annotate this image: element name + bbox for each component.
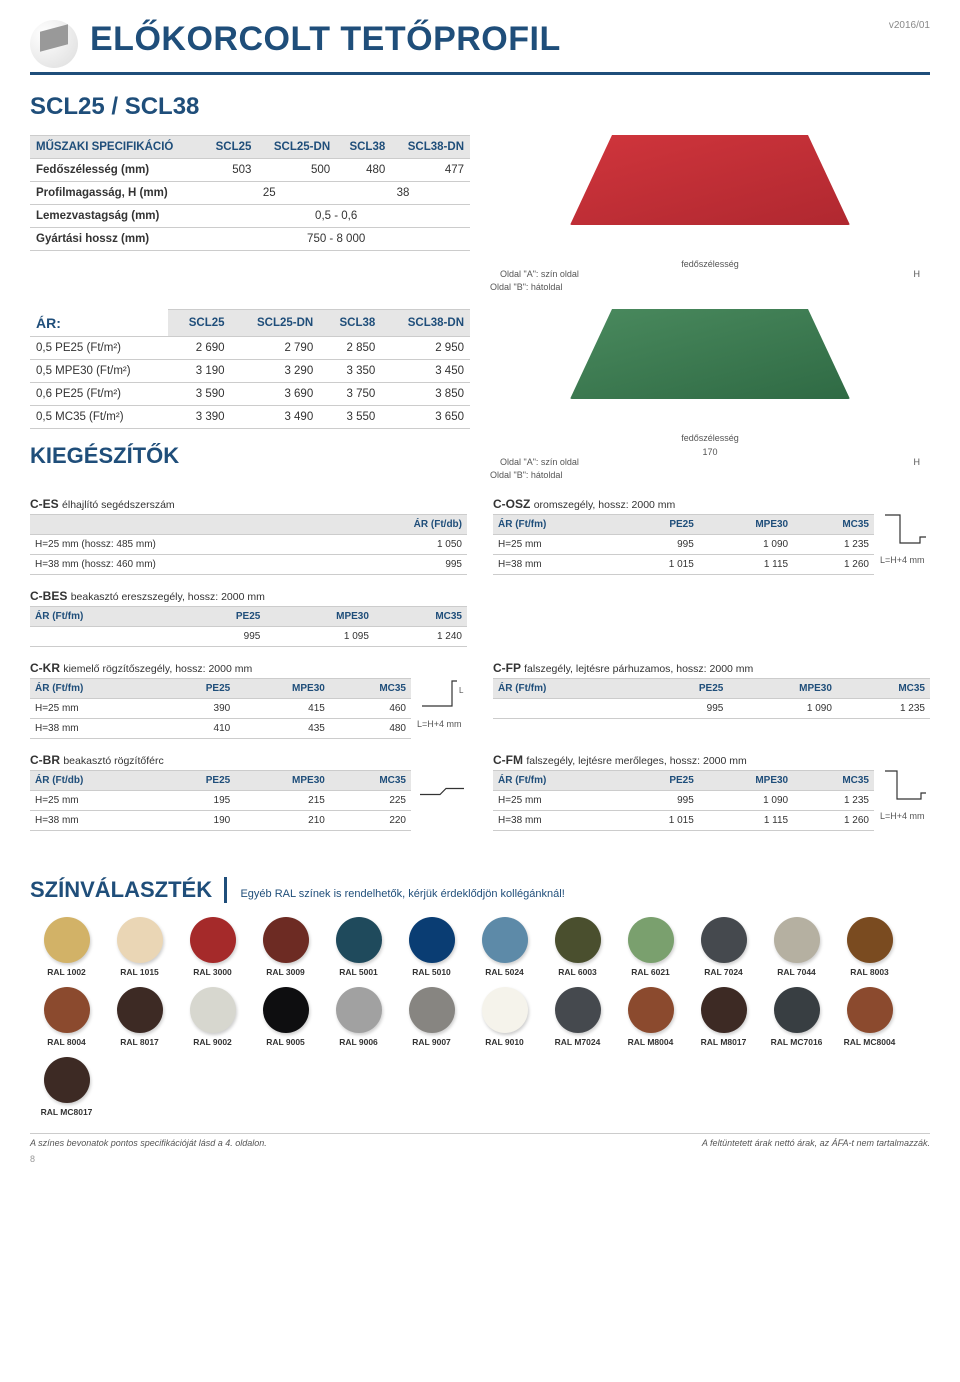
price-title: ÁR: bbox=[30, 310, 168, 337]
c-kr-table: ÁR (Ft/fm)PE25MPE30MC35H=25 mm390415460H… bbox=[30, 678, 411, 739]
colors-title: SZÍNVÁLASZTÉK bbox=[30, 877, 227, 903]
c-br-title: C-BR beakasztó rögzítőférc bbox=[30, 753, 411, 767]
color-swatch: RAL 1002 bbox=[30, 917, 103, 977]
footnote-left: A színes bevonatok pontos specifikációjá… bbox=[30, 1138, 267, 1148]
c-kr-title: C-KR kiemelő rögzítőszegély, hossz: 2000… bbox=[30, 661, 411, 675]
color-swatch: RAL 5001 bbox=[322, 917, 395, 977]
table-row: 0,6 PE25 (Ft/m²)3 5903 6903 7503 850 bbox=[30, 382, 470, 405]
page-number: 8 bbox=[30, 1154, 930, 1164]
table-row: Profilmagasság, H (mm)2538 bbox=[30, 182, 470, 205]
footnote-right: A feltüntetett árak nettó árak, az ÁFA-t… bbox=[702, 1138, 930, 1148]
color-swatch: RAL 5024 bbox=[468, 917, 541, 977]
version-tag: v2016/01 bbox=[889, 20, 930, 31]
color-swatch: RAL MC8004 bbox=[833, 987, 906, 1047]
svg-text:L: L bbox=[459, 686, 464, 695]
c-fm-title: C-FM falszegély, lejtésre merőleges, hos… bbox=[493, 753, 874, 767]
page-title: ELŐKORCOLT TETŐPROFIL bbox=[90, 20, 877, 59]
page-header: ELŐKORCOLT TETŐPROFIL v2016/01 bbox=[30, 20, 930, 75]
table-row: 0,5 MPE30 (Ft/m²)3 1903 2903 3503 450 bbox=[30, 359, 470, 382]
c-br-table: ÁR (Ft/db)PE25MPE30MC35H=25 mm195215225H… bbox=[30, 770, 411, 831]
profile-diagram-red bbox=[490, 135, 930, 255]
color-swatch: RAL 1015 bbox=[103, 917, 176, 977]
color-swatch: RAL M7024 bbox=[541, 987, 614, 1047]
color-swatch: RAL 6021 bbox=[614, 917, 687, 977]
color-swatch: RAL 6003 bbox=[541, 917, 614, 977]
colors-note: Egyéb RAL színek is rendelhetők, kérjük … bbox=[230, 888, 564, 900]
c-osz-table: ÁR (Ft/fm)PE25MPE30MC35H=25 mm9951 0901 … bbox=[493, 514, 874, 575]
color-swatch: RAL 5010 bbox=[395, 917, 468, 977]
c-fp-table: ÁR (Ft/fm)PE25MPE30MC359951 0901 235 bbox=[493, 678, 930, 719]
color-swatch: RAL MC8017 bbox=[30, 1057, 103, 1117]
spec-table: MŰSZAKI SPECIFIKÁCIÓ SCL25 SCL25-DN SCL3… bbox=[30, 135, 470, 251]
color-swatch: RAL 9005 bbox=[249, 987, 322, 1047]
product-icon bbox=[30, 20, 78, 68]
color-swatch: RAL 3009 bbox=[249, 917, 322, 977]
c-kr-profile-icon: L bbox=[417, 671, 467, 716]
table-row: Lemezvastagság (mm)0,5 - 0,6 bbox=[30, 205, 470, 228]
color-swatch: RAL 9007 bbox=[395, 987, 468, 1047]
color-swatch: RAL 8004 bbox=[30, 987, 103, 1047]
color-swatch: RAL 8017 bbox=[103, 987, 176, 1047]
color-swatch: RAL 9006 bbox=[322, 987, 395, 1047]
color-swatch: RAL 8003 bbox=[833, 917, 906, 977]
color-swatch: RAL MC7016 bbox=[760, 987, 833, 1047]
table-row: 0,5 MC35 (Ft/m²)3 3903 4903 5503 650 bbox=[30, 405, 470, 428]
price-table: ÁR: SCL25 SCL25-DN SCL38 SCL38-DN 0,5 PE… bbox=[30, 309, 470, 429]
table-row: 0,5 PE25 (Ft/m²)2 6902 7902 8502 950 bbox=[30, 336, 470, 359]
profile-diagram-green bbox=[490, 309, 930, 429]
c-es-table: ÁR (Ft/db) H=25 mm (hossz: 485 mm)1 050H… bbox=[30, 514, 467, 575]
accessories-title: KIEGÉSZÍTŐK bbox=[30, 443, 470, 469]
table-row: Fedőszélesség (mm)503500480477 bbox=[30, 159, 470, 182]
color-swatch: RAL 9002 bbox=[176, 987, 249, 1047]
c-fp-title: C-FP falszegély, lejtésre párhuzamos, ho… bbox=[493, 661, 930, 675]
color-swatch: RAL 9010 bbox=[468, 987, 541, 1047]
color-swatch: RAL 3000 bbox=[176, 917, 249, 977]
c-es-title: C-ES élhajlító segédszerszám bbox=[30, 497, 467, 511]
c-osz-profile-icon bbox=[880, 507, 930, 552]
c-br-profile-icon bbox=[417, 768, 467, 813]
spec-title: MŰSZAKI SPECIFIKÁCIÓ bbox=[30, 136, 202, 159]
subtitle: SCL25 / SCL38 bbox=[30, 93, 930, 121]
table-row: Gyártási hossz (mm)750 - 8 000 bbox=[30, 228, 470, 251]
c-osz-title: C-OSZ oromszegély, hossz: 2000 mm bbox=[493, 497, 874, 511]
c-bes-title: C-BES beakasztó ereszszegély, hossz: 200… bbox=[30, 589, 467, 603]
c-fm-table: ÁR (Ft/fm)PE25MPE30MC35H=25 mm9951 0901 … bbox=[493, 770, 874, 831]
color-swatch: RAL 7044 bbox=[760, 917, 833, 977]
color-swatch: RAL M8017 bbox=[687, 987, 760, 1047]
c-fm-profile-icon bbox=[880, 763, 930, 808]
color-swatch: RAL 7024 bbox=[687, 917, 760, 977]
color-swatches: RAL 1002RAL 1015RAL 3000RAL 3009RAL 5001… bbox=[30, 917, 930, 1127]
color-swatch: RAL M8004 bbox=[614, 987, 687, 1047]
c-bes-table: ÁR (Ft/fm)PE25MPE30MC359951 0951 240 bbox=[30, 606, 467, 647]
